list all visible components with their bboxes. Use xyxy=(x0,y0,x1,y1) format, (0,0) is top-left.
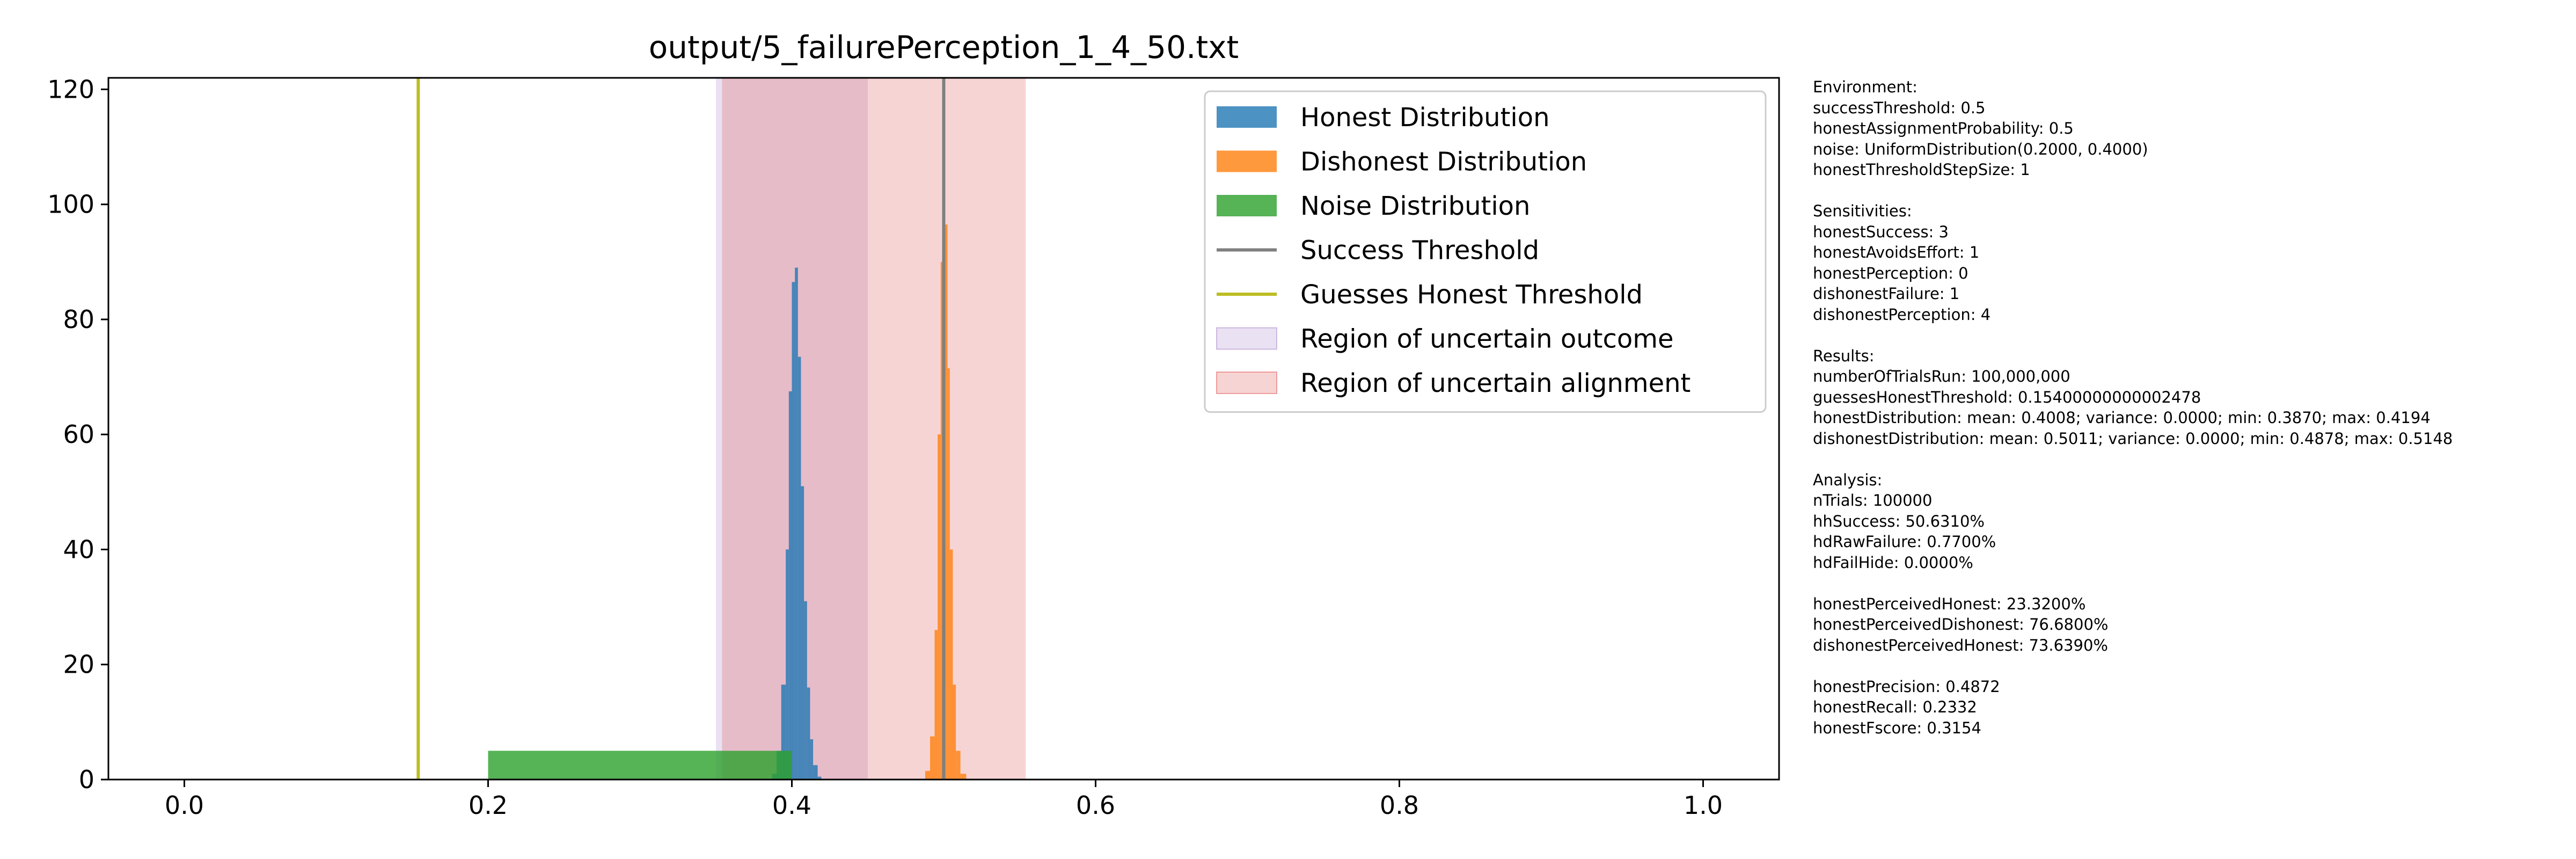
bar-honest-distribution-4 xyxy=(788,391,792,780)
bar-honest-distribution-11 xyxy=(810,739,814,780)
panel-line: guessesHonestThreshold: 0.15400000000002… xyxy=(1813,388,2201,406)
bar-honest-distribution-12 xyxy=(813,765,818,780)
x-tick-label: 0.4 xyxy=(772,791,811,820)
legend-swatch-dishonest-distribution xyxy=(1217,150,1277,172)
legend-swatch-honest-distribution xyxy=(1217,106,1277,128)
y-tick-label: 80 xyxy=(63,305,94,334)
bar-honest-distribution-3 xyxy=(786,549,789,780)
bar-honest-distribution-2 xyxy=(781,685,786,780)
bar-honest-distribution-7 xyxy=(797,356,801,780)
panel-line: honestPrecision: 0.4872 xyxy=(1813,677,2000,696)
panel-section-2: Results: numberOfTrialsRun: 100,000,000 gu… xyxy=(1813,346,2564,449)
x-tick-label: 0.8 xyxy=(1380,791,1419,820)
panel-line: hhSuccess: 50.6310% xyxy=(1813,512,1985,530)
panel-line: dishonestFailure: 1 xyxy=(1813,285,1960,303)
panel-line: hdRawFailure: 0.7700% xyxy=(1813,533,1996,551)
bar-honest-distribution-9 xyxy=(804,601,807,780)
panel-line: nTrials: 100000 xyxy=(1813,491,1933,509)
y-tick-label: 0 xyxy=(79,765,94,794)
legend-swatch-region-of-uncertain-outcome xyxy=(1216,327,1277,350)
legend-label-region-of-uncertain-alignment: Region of uncertain alignment xyxy=(1300,368,1690,398)
region-1 xyxy=(722,78,1026,780)
legend-box xyxy=(1204,90,1767,413)
bar-dishonest-distribution-9 xyxy=(953,685,956,780)
axes-frame xyxy=(107,77,1780,781)
bar-dishonest-distribution-3 xyxy=(938,434,941,780)
bar-honest-distribution-13 xyxy=(817,776,822,780)
panel-section-4: honestPerceivedHonest: 23.3200% honestPer… xyxy=(1813,594,2564,656)
legend-label-region-of-uncertain-outcome: Region of uncertain outcome xyxy=(1300,324,1674,354)
legend-label-noise-distribution: Noise Distribution xyxy=(1300,191,1530,221)
bar-dishonest-distribution-4 xyxy=(940,261,943,780)
panel-line: honestAvoidsEffort: 1 xyxy=(1813,243,1980,261)
panel-line: successThreshold: 0.5 xyxy=(1813,98,1986,117)
bar-honest-distribution-10 xyxy=(807,687,810,780)
panel-line: honestPerceivedHonest: 23.3200% xyxy=(1813,594,2086,613)
panel-line: honestRecall: 0.2332 xyxy=(1813,698,1977,716)
results-panel: Environment: successThreshold: 0.5 honestA… xyxy=(1813,77,2564,759)
y-tick-label: 20 xyxy=(63,650,94,679)
bar-honest-distribution-5 xyxy=(792,282,795,780)
legend-swatch-region-of-uncertain-alignment xyxy=(1216,372,1277,394)
y-axis-ticks: 0 20 40 60 80 100 120 xyxy=(47,75,108,794)
legend-label-guesses-honest-threshold: Guesses Honest Threshold xyxy=(1300,280,1643,310)
histogram-bars xyxy=(488,190,967,780)
x-tick-label: 0.6 xyxy=(1076,791,1115,820)
y-tick-label: 60 xyxy=(63,420,94,449)
legend: Honest Distribution Dishonest Distributio… xyxy=(1204,90,1767,413)
panel-line: noise: UniformDistribution(0.2000, 0.400… xyxy=(1813,140,2148,158)
y-tick-label: 40 xyxy=(63,535,94,564)
bar-dishonest-distribution-7 xyxy=(947,368,950,780)
panel-section-1: Sensitivities: honestSuccess: 3 honestAvoi… xyxy=(1813,201,2564,325)
chart-title: output/5_failurePerception_1_4_50.txt xyxy=(649,29,1239,65)
panel-line: honestFscore: 0.3154 xyxy=(1813,718,1981,737)
panel-line: dishonestPerception: 4 xyxy=(1813,305,1991,324)
bar-dishonest-distribution-8 xyxy=(949,549,953,780)
bar-honest-distribution-8 xyxy=(801,486,804,780)
panel-line: honestAssignmentProbability: 0.5 xyxy=(1813,119,2074,137)
legend-label-success-threshold: Success Threshold xyxy=(1300,236,1539,266)
bar-dishonest-distribution-6 xyxy=(945,224,948,780)
bar-dishonest-distribution-2 xyxy=(934,630,938,780)
legend-label-honest-distribution: Honest Distribution xyxy=(1300,103,1550,133)
panel-section-0: Environment: successThreshold: 0.5 honestA… xyxy=(1813,77,2564,180)
legend-swatch-noise-distribution xyxy=(1217,195,1277,216)
x-tick-label: 0.0 xyxy=(165,791,204,820)
panel-line: honestThresholdStepSize: 1 xyxy=(1813,161,2030,179)
chart-figure: output/5_failurePerception_1_4_50.txt 0.… xyxy=(47,29,1780,820)
bar-dishonest-distribution-10 xyxy=(956,751,961,780)
y-tick-label: 120 xyxy=(47,75,94,104)
bar-noise-distribution-0 xyxy=(488,751,792,780)
panel-line: honestSuccess: 3 xyxy=(1813,222,1949,241)
x-axis-ticks: 0.0 0.2 0.4 0.6 0.8 1.0 xyxy=(165,780,1723,820)
legend-label-dishonest-distribution: Dishonest Distribution xyxy=(1300,147,1587,177)
y-tick-label: 100 xyxy=(47,190,94,219)
panel-heading: Environment: xyxy=(1813,78,1918,96)
panel-line: numberOfTrialsRun: 100,000,000 xyxy=(1813,367,2070,385)
uncertainty-regions xyxy=(716,78,1026,780)
bar-dishonest-distribution-11 xyxy=(960,774,967,780)
panel-section-3: Analysis: nTrials: 100000 hhSuccess: 50.63… xyxy=(1813,470,2564,573)
panel-line: honestPerceivedDishonest: 76.6800% xyxy=(1813,615,2109,634)
panel-heading: Sensitivities: xyxy=(1813,202,1912,220)
panel-heading: Analysis: xyxy=(1813,470,1883,489)
threshold-lines xyxy=(416,78,946,780)
x-tick-label: 0.2 xyxy=(469,791,508,820)
panel-line: honestPerception: 0 xyxy=(1813,264,1968,282)
bar-honest-distribution-6 xyxy=(795,267,798,780)
panel-line: dishonestPerceivedHonest: 73.6390% xyxy=(1813,636,2108,654)
bar-dishonest-distribution-0 xyxy=(925,770,931,780)
x-tick-label: 1.0 xyxy=(1684,791,1723,820)
panel-line: hdFailHide: 0.0000% xyxy=(1813,553,1973,572)
panel-section-5: honestPrecision: 0.4872 honestRecall: 0.2… xyxy=(1813,676,2564,739)
bar-dishonest-distribution-1 xyxy=(930,736,935,780)
panel-heading: Results: xyxy=(1813,346,1875,365)
panel-line: honestDistribution: mean: 0.4008; varian… xyxy=(1813,409,2431,427)
panel-line: dishonestDistribution: mean: 0.5011; var… xyxy=(1813,429,2453,448)
